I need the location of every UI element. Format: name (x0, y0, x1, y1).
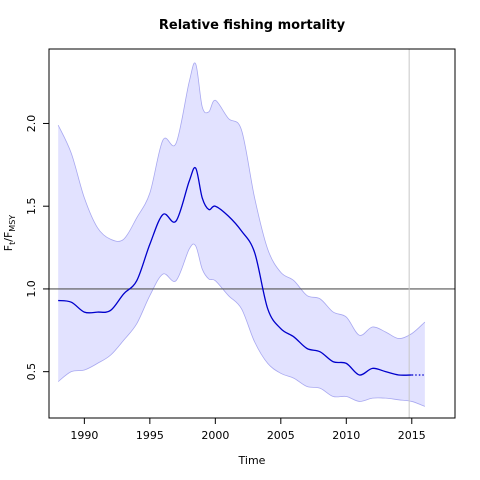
y-axis-label-sep: /F (2, 232, 15, 242)
y-axis: 0.5 1.0 1.5 2.0 (25, 115, 49, 381)
y-tick-label: 1.0 (25, 280, 38, 298)
x-axis: 1990 1995 2000 2005 2010 2015 (70, 418, 426, 442)
y-axis-label-sub2: MSY (8, 215, 17, 232)
y-axis-label-sub1: t (8, 242, 17, 245)
x-tick-label: 2010 (332, 429, 360, 442)
x-tick-label: 2015 (398, 429, 426, 442)
chart-title: Relative fishing mortality (159, 18, 346, 33)
y-axis-label-main: F (2, 245, 15, 251)
y-tick-label: 0.5 (25, 363, 38, 381)
estimate-line (58, 166, 412, 376)
x-tick-label: 2005 (267, 429, 295, 442)
x-tick-label: 2000 (201, 429, 229, 442)
y-tick-label: 1.5 (25, 197, 38, 215)
plot-frame (48, 48, 456, 419)
confidence-band-lower-edge (57, 243, 426, 407)
plot-area (49, 49, 455, 418)
x-tick-label: 1990 (70, 429, 98, 442)
confidence-band-upper-edge (57, 62, 426, 339)
x-tick-label: 1995 (136, 429, 164, 442)
y-tick-label: 2.0 (25, 115, 38, 133)
y-axis-label: Ft/FMSY (2, 215, 17, 251)
x-axis-label: Time (238, 454, 266, 467)
confidence-band (58, 62, 425, 407)
